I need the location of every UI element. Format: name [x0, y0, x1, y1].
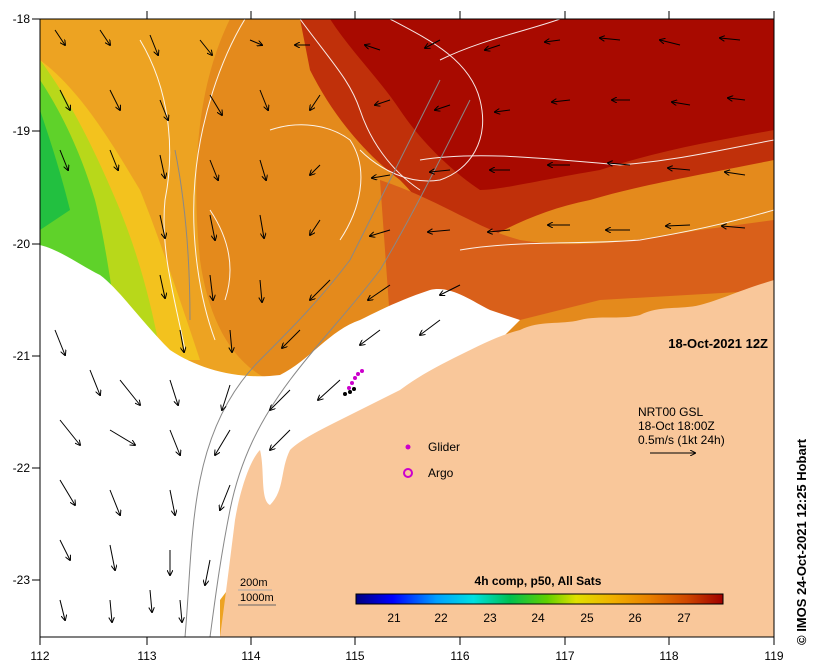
colorbar-tick-27: 27 [677, 611, 691, 625]
colorbar-tick-21: 21 [387, 611, 401, 625]
scale-1000m-label: 1000m [240, 592, 274, 604]
colorbar-tick-23: 23 [483, 611, 497, 625]
colorbar-title: 4h comp, p50, All Sats [475, 574, 602, 588]
lon-label-117: 117 [555, 649, 574, 663]
colorbar-tick-22: 22 [434, 611, 448, 625]
lon-label-112: 112 [30, 649, 49, 663]
lon-label-116: 116 [450, 649, 469, 663]
lat-label-19: -19 [13, 124, 31, 138]
plot-frame [39, 18, 775, 638]
lon-label-119: 119 [764, 649, 783, 663]
lat-label-21: -21 [13, 349, 31, 363]
argo-symbol [403, 468, 413, 478]
lon-label-118: 118 [659, 649, 678, 663]
lat-label-23: -23 [13, 573, 31, 587]
argo-label: Argo [428, 466, 454, 480]
glider-label: Glider [428, 440, 460, 454]
no-data-region [40, 245, 520, 637]
bathymetry-contours [174, 79, 471, 637]
land-australia [220, 280, 774, 637]
lat-label-20: -20 [13, 237, 31, 251]
glider-track [343, 369, 364, 396]
timestamp-label: 18-Oct-2021 12Z [668, 336, 768, 351]
credit-text: © IMOS 24-Oct-2021 12:25 Hobart [794, 438, 809, 645]
current-legend-line1: NRT00 GSL [638, 405, 703, 419]
colorbar [355, 593, 724, 605]
scale-200m-label: 200m [240, 577, 268, 589]
glider-symbol [405, 444, 411, 450]
current-legend-line2: 18-Oct 18:00Z [638, 419, 715, 433]
current-vectors [54, 29, 746, 622]
colorbar-tick-24: 24 [531, 611, 545, 625]
lon-label-114: 114 [241, 649, 260, 663]
lat-label-18: -18 [13, 12, 31, 26]
lat-label-22: -22 [13, 461, 31, 475]
axis-ticks [32, 11, 775, 645]
map-area [40, 19, 774, 637]
colorbar-tick-26: 26 [628, 611, 642, 625]
current-legend-line3: 0.5m/s (1kt 24h) [638, 433, 725, 447]
lon-label-113: 113 [137, 649, 156, 663]
lon-label-115: 115 [345, 649, 364, 663]
colorbar-tick-25: 25 [580, 611, 594, 625]
